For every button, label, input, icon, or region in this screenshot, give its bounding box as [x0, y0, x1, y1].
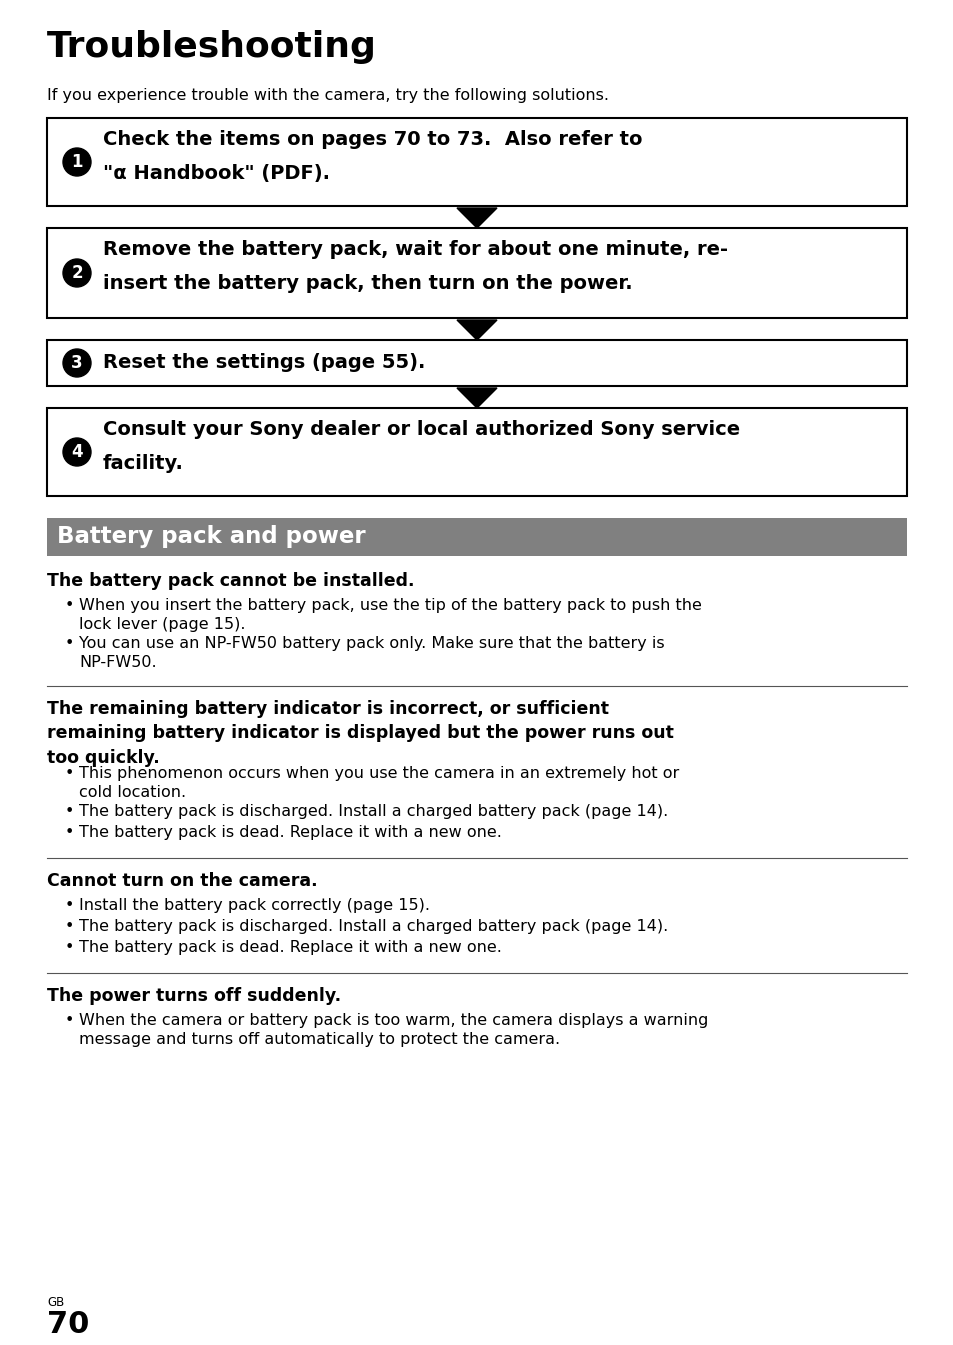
Text: The power turns off suddenly.: The power turns off suddenly. — [47, 987, 341, 1005]
Text: Troubleshooting: Troubleshooting — [47, 30, 376, 65]
Text: Cannot turn on the camera.: Cannot turn on the camera. — [47, 872, 317, 890]
Text: The remaining battery indicator is incorrect, or sufficient
remaining battery in: The remaining battery indicator is incor… — [47, 699, 673, 767]
Text: •: • — [65, 599, 74, 613]
Text: The battery pack is discharged. Install a charged battery pack (page 14).: The battery pack is discharged. Install … — [79, 919, 667, 933]
Circle shape — [63, 438, 91, 465]
Text: 4: 4 — [71, 443, 83, 461]
Text: •: • — [65, 636, 74, 651]
Text: 2: 2 — [71, 264, 83, 282]
Text: 70: 70 — [47, 1310, 90, 1340]
Polygon shape — [456, 387, 497, 408]
Text: •: • — [65, 767, 74, 781]
Text: Battery pack and power: Battery pack and power — [57, 525, 365, 547]
Text: Install the battery pack correctly (page 15).: Install the battery pack correctly (page… — [79, 898, 430, 913]
Bar — [47, 229, 906, 317]
Text: 3: 3 — [71, 354, 83, 373]
Text: Remove the battery pack, wait for about one minute, re-: Remove the battery pack, wait for about … — [103, 239, 727, 260]
Bar — [47, 118, 906, 206]
Text: •: • — [65, 1013, 74, 1028]
Text: insert the battery pack, then turn on the power.: insert the battery pack, then turn on th… — [103, 274, 632, 293]
Text: 1: 1 — [71, 153, 83, 171]
Polygon shape — [456, 320, 497, 340]
Text: •: • — [65, 940, 74, 955]
Text: When you insert the battery pack, use the tip of the battery pack to push the
lo: When you insert the battery pack, use th… — [79, 599, 701, 632]
Text: Reset the settings (page 55).: Reset the settings (page 55). — [103, 354, 425, 373]
Text: The battery pack cannot be installed.: The battery pack cannot be installed. — [47, 572, 414, 590]
Bar — [47, 408, 906, 496]
Text: •: • — [65, 804, 74, 819]
Text: The battery pack is discharged. Install a charged battery pack (page 14).: The battery pack is discharged. Install … — [79, 804, 667, 819]
Text: When the camera or battery pack is too warm, the camera displays a warning
messa: When the camera or battery pack is too w… — [79, 1013, 708, 1048]
Text: •: • — [65, 898, 74, 913]
Text: facility.: facility. — [103, 455, 184, 473]
Bar — [47, 340, 906, 386]
Bar — [47, 518, 906, 555]
Text: Check the items on pages 70 to 73.  Also refer to: Check the items on pages 70 to 73. Also … — [103, 130, 641, 149]
Circle shape — [63, 148, 91, 176]
Text: Consult your Sony dealer or local authorized Sony service: Consult your Sony dealer or local author… — [103, 420, 740, 438]
Text: GB: GB — [47, 1297, 64, 1309]
Text: This phenomenon occurs when you use the camera in an extremely hot or
cold locat: This phenomenon occurs when you use the … — [79, 767, 679, 800]
Text: You can use an NP-FW50 battery pack only. Make sure that the battery is
NP-FW50.: You can use an NP-FW50 battery pack only… — [79, 636, 664, 670]
Text: "α Handbook" (PDF).: "α Handbook" (PDF). — [103, 164, 330, 183]
Circle shape — [63, 260, 91, 286]
Text: If you experience trouble with the camera, try the following solutions.: If you experience trouble with the camer… — [47, 87, 608, 104]
Text: The battery pack is dead. Replace it with a new one.: The battery pack is dead. Replace it wit… — [79, 824, 501, 841]
Text: •: • — [65, 824, 74, 841]
Polygon shape — [456, 208, 497, 229]
Circle shape — [63, 348, 91, 377]
Text: The battery pack is dead. Replace it with a new one.: The battery pack is dead. Replace it wit… — [79, 940, 501, 955]
Text: •: • — [65, 919, 74, 933]
